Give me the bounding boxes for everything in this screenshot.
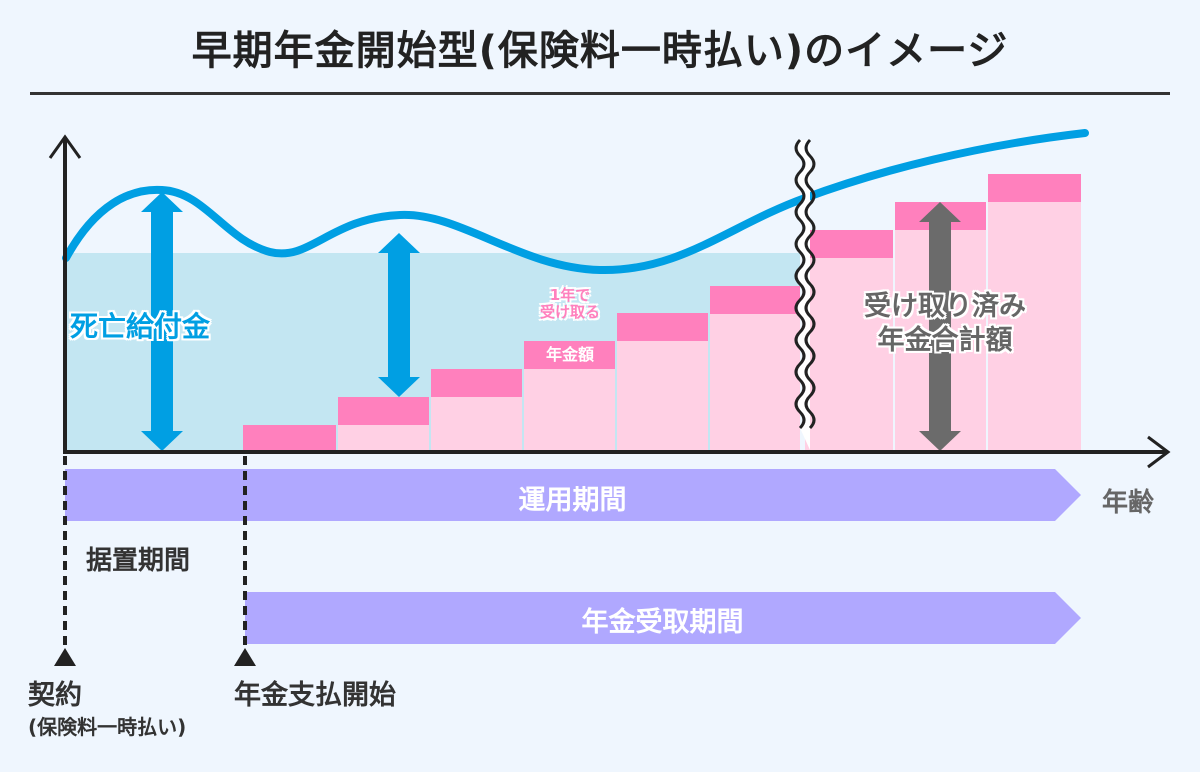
operation-period-label: 運用期間	[518, 485, 627, 516]
x-axis-label: 年齢	[1102, 488, 1155, 518]
title-divider	[30, 92, 1170, 95]
annual-amount-label: 年金額	[545, 345, 594, 364]
contract-note: (保険料一時払い)	[28, 715, 187, 739]
page-title: 早期年金開始型(保険料一時払い)のイメージ	[191, 28, 1009, 74]
break-mark	[794, 138, 806, 430]
annual-amount-caption: 1年で 受け取る	[524, 287, 616, 321]
received-total-label: 受け取り済み 年金合計額	[825, 290, 1065, 358]
annual-caption-line2: 受け取る	[539, 303, 600, 321]
annuity-period-label: 年金受取期間	[581, 607, 744, 638]
milestone-lines	[63, 456, 247, 650]
contract-label: 契約	[28, 680, 82, 711]
received-line1: 受け取り済み	[864, 291, 1026, 322]
death-benefit-curve	[62, 129, 1089, 275]
death-benefit-arrows	[141, 192, 420, 451]
annual-caption-line1: 1年で	[549, 286, 591, 304]
axes	[48, 134, 1171, 469]
death-benefit-label: 死亡給付金	[70, 310, 211, 343]
payment-start-label: 年金支払開始	[234, 680, 396, 711]
operation-period-band	[65, 469, 1081, 521]
received-line2: 年金合計額	[877, 325, 1013, 356]
annuity-period-band	[245, 592, 1081, 644]
payment-start-marker-icon	[234, 648, 256, 666]
deferment-period-label: 据置期間	[86, 546, 191, 576]
received-total-arrow	[919, 202, 961, 451]
contract-marker-icon	[54, 648, 76, 666]
